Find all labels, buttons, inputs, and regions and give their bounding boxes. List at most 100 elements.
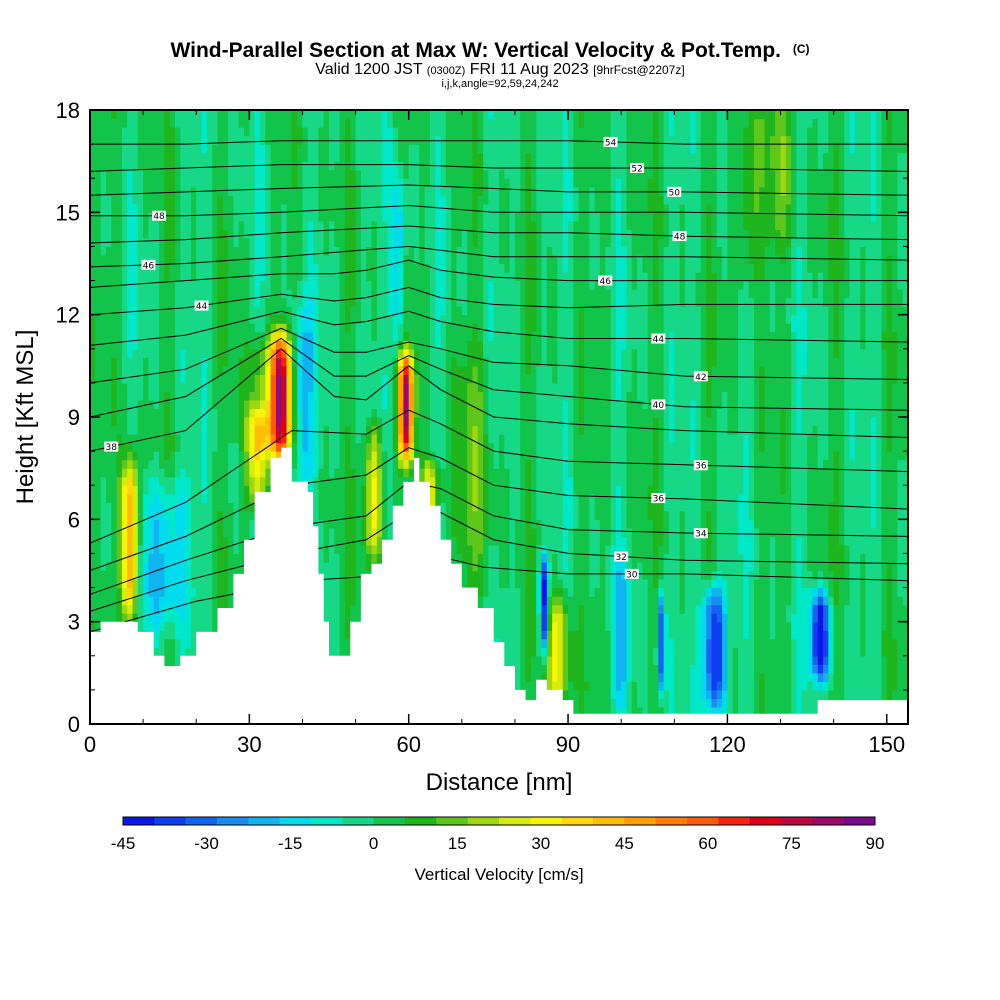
w-cell	[376, 220, 383, 230]
w-cell	[164, 425, 171, 435]
w-cell	[291, 169, 298, 179]
w-cell	[222, 408, 229, 418]
w-cell	[302, 442, 309, 452]
w-cell	[281, 161, 288, 171]
w-cell	[371, 144, 378, 154]
w-cell	[137, 237, 144, 248]
w-cell	[228, 570, 235, 580]
w-cell	[360, 348, 367, 358]
w-cell	[445, 186, 452, 196]
w-cell	[440, 127, 447, 137]
w-cell	[329, 553, 335, 563]
w-cell	[318, 425, 325, 435]
w-cell	[196, 468, 203, 478]
w-cell	[339, 314, 346, 324]
w-cell	[429, 195, 436, 205]
w-cell	[445, 459, 452, 469]
w-cell	[318, 451, 325, 461]
w-cell	[143, 587, 150, 597]
w-cell	[355, 297, 362, 307]
w-cell	[419, 254, 426, 265]
w-cell	[185, 638, 192, 648]
w-cell	[190, 152, 197, 162]
w-cell	[100, 220, 107, 230]
w-cell	[350, 587, 357, 597]
w-cell	[281, 280, 288, 290]
w-cell	[313, 399, 319, 410]
w-cell	[270, 434, 277, 444]
w-cell	[419, 212, 426, 222]
w-cell	[265, 365, 272, 375]
w-cell	[398, 272, 404, 282]
w-cell	[313, 280, 319, 290]
w-cell	[121, 519, 128, 529]
w-cell	[190, 544, 197, 555]
w-cell	[435, 186, 442, 196]
w-cell	[360, 110, 367, 120]
w-cell	[355, 493, 362, 503]
w-cell	[180, 604, 187, 614]
w-cell	[148, 417, 155, 427]
w-cell	[275, 263, 282, 273]
w-cell	[334, 434, 341, 444]
w-cell	[105, 613, 112, 623]
w-cell	[382, 391, 389, 401]
w-cell	[143, 127, 150, 137]
w-cell	[164, 323, 171, 333]
w-cell	[217, 195, 224, 205]
w-cell	[451, 331, 458, 341]
w-cell	[291, 314, 298, 324]
w-cell	[116, 152, 123, 162]
w-cell	[206, 459, 213, 469]
w-cell	[127, 186, 134, 196]
w-cell	[323, 178, 330, 188]
w-cell	[313, 425, 319, 435]
w-cell	[201, 135, 208, 145]
w-cell	[350, 374, 357, 384]
w-cell	[350, 510, 357, 520]
w-cell	[148, 118, 155, 128]
w-cell	[190, 579, 197, 589]
w-cell	[344, 553, 351, 563]
w-cell	[371, 374, 378, 384]
w-cell	[329, 579, 335, 589]
w-cell	[355, 587, 362, 597]
w-cell	[355, 212, 362, 222]
w-cell	[275, 391, 282, 401]
w-cell	[185, 169, 192, 179]
w-cell	[291, 178, 298, 188]
w-cell	[174, 399, 181, 410]
w-cell	[222, 220, 229, 230]
w-cell	[254, 451, 261, 461]
w-cell	[238, 468, 245, 478]
w-cell	[350, 613, 357, 623]
w-cell	[137, 527, 144, 537]
w-cell	[222, 493, 229, 503]
w-cell	[190, 357, 197, 367]
w-cell	[297, 272, 304, 282]
w-cell	[350, 323, 357, 333]
w-cell	[164, 468, 171, 478]
w-cell	[249, 289, 256, 299]
w-cell	[111, 229, 118, 239]
w-cell	[408, 391, 415, 401]
w-cell	[275, 357, 282, 367]
w-cell	[270, 220, 277, 230]
w-cell	[259, 399, 266, 410]
w-cell	[159, 229, 165, 239]
w-cell	[105, 434, 112, 444]
w-cell	[408, 263, 415, 273]
w-cell	[318, 263, 325, 273]
w-cell	[137, 408, 144, 418]
w-cell	[159, 348, 165, 358]
w-cell	[100, 425, 107, 435]
w-cell	[281, 220, 288, 230]
w-cell	[111, 587, 118, 597]
w-cell	[238, 544, 245, 555]
w-cell	[249, 425, 256, 435]
w-cell	[238, 425, 245, 435]
w-cell	[180, 246, 187, 256]
w-cell	[451, 502, 458, 512]
w-cell	[323, 357, 330, 367]
w-cell	[100, 382, 107, 393]
